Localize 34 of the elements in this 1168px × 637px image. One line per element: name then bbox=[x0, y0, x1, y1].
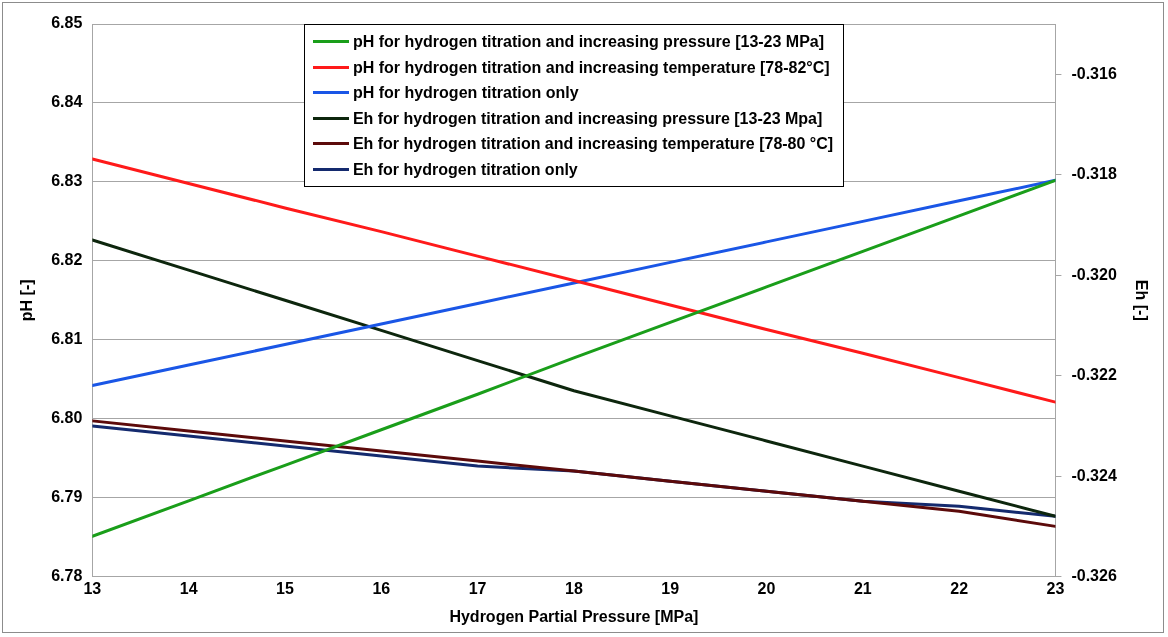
y-tick-label: 6.79 bbox=[51, 488, 83, 506]
y2-axis-title: Eh [-] bbox=[1132, 279, 1150, 321]
y-tick-label: 6.80 bbox=[51, 409, 83, 427]
x-tick-label: 17 bbox=[468, 579, 487, 597]
y2-tick-label: -0.320 bbox=[1071, 265, 1117, 283]
x-tick-label: 23 bbox=[1046, 579, 1065, 597]
x-tick-label: 20 bbox=[757, 579, 776, 597]
y2-tick-label: -0.326 bbox=[1071, 567, 1117, 585]
y2-tick-label: -0.322 bbox=[1071, 366, 1117, 384]
y2-tick-label: -0.318 bbox=[1071, 165, 1117, 183]
x-tick-label: 16 bbox=[372, 579, 391, 597]
x-tick-label: 22 bbox=[950, 579, 969, 597]
legend-label: Eh for hydrogen titration and increasing pressure [13-23 Mpa] bbox=[352, 108, 823, 129]
x-tick-label: 19 bbox=[661, 579, 680, 597]
y2-tick-label: -0.324 bbox=[1071, 466, 1117, 484]
y-tick-label: 6.82 bbox=[51, 251, 83, 269]
y-tick-label: 6.84 bbox=[51, 93, 83, 111]
y-axis-title: pH [-] bbox=[18, 279, 36, 322]
x-axis-title: Hydrogen Partial Pressure [MPa] bbox=[449, 607, 699, 625]
legend-label: pH for hydrogen titration and increasing temperature [78-82°C] bbox=[352, 57, 830, 78]
y-tick-label: 6.81 bbox=[51, 330, 83, 348]
x-tick-label: 15 bbox=[276, 579, 294, 597]
legend-label: pH for hydrogen titration only bbox=[352, 83, 579, 103]
y-tick-label: 6.83 bbox=[51, 172, 83, 190]
y-tick-label: 6.78 bbox=[51, 567, 83, 585]
legend-label: Eh for hydrogen titration only bbox=[352, 159, 578, 180]
x-tick-label: 13 bbox=[83, 579, 102, 597]
legend-label: pH for hydrogen titration and increasing pressure [13-23 MPa] bbox=[352, 32, 825, 52]
y-tick-label: 6.85 bbox=[51, 14, 83, 32]
x-tick-label: 18 bbox=[564, 579, 583, 597]
x-tick-label: 14 bbox=[179, 579, 198, 597]
y2-tick-label: -0.316 bbox=[1071, 64, 1117, 82]
x-tick-label: 21 bbox=[853, 579, 872, 597]
legend-label: Eh for hydrogen titration and increasing temperature [78-80 °C] bbox=[352, 134, 834, 154]
